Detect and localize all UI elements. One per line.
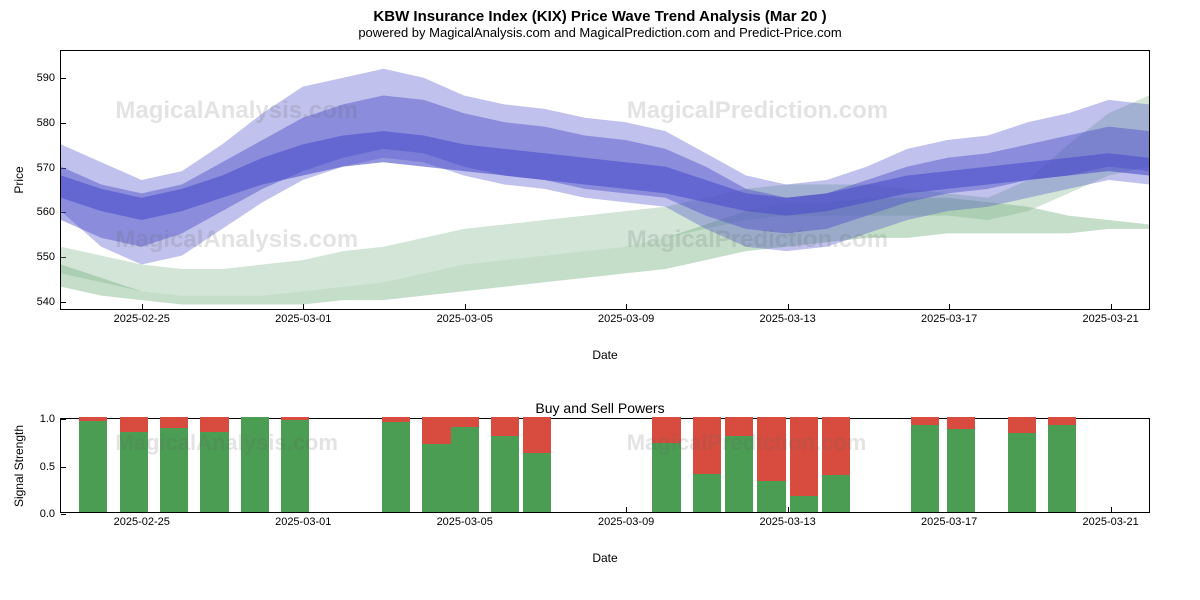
watermark-text: MagicalAnalysis.com	[115, 97, 358, 125]
signal-bar-red	[911, 417, 939, 425]
main-y-axis-label: Price	[12, 166, 26, 193]
main-y-tick-label: 570	[37, 162, 55, 174]
signal-x-tick-label: 2025-03-09	[598, 516, 654, 528]
signal-x-tick-label: 2025-03-21	[1082, 516, 1138, 528]
signal-bar	[1008, 417, 1036, 512]
main-x-tick-label: 2025-03-13	[760, 313, 816, 325]
signal-x-tick-label: 2025-03-17	[921, 516, 977, 528]
signal-bar-green	[79, 421, 107, 512]
signal-bar-green	[382, 422, 410, 512]
signal-bar-red	[1008, 417, 1036, 433]
signal-bar-green	[947, 429, 975, 512]
watermark-text: MagicalPrediction.com	[627, 226, 888, 254]
main-y-tick-label: 560	[37, 206, 55, 218]
main-y-tick-label: 580	[37, 117, 55, 129]
signal-bar-green	[422, 444, 450, 512]
signal-bar-green	[822, 475, 850, 512]
watermark-text: MagicalAnalysis.com	[115, 226, 358, 254]
main-y-tick-label: 540	[37, 296, 55, 308]
wave-bands-svg	[61, 51, 1149, 309]
main-y-tick-label: 550	[37, 251, 55, 263]
signal-bar	[422, 417, 450, 512]
signal-bar-red	[79, 417, 107, 421]
watermark-text: MagicalPrediction.com	[627, 430, 867, 456]
main-x-tick-label: 2025-03-09	[598, 313, 654, 325]
signal-bar	[911, 417, 939, 512]
signal-y-tick	[61, 419, 66, 420]
signal-bar-red	[451, 417, 479, 427]
signal-y-axis-label: Signal Strength	[12, 424, 26, 506]
signal-x-tick-label: 2025-03-13	[760, 516, 816, 528]
signal-bar-green	[757, 481, 785, 512]
signal-bar-green	[523, 453, 551, 512]
main-x-tick-label: 2025-03-01	[275, 313, 331, 325]
signal-bar-green	[911, 425, 939, 512]
signal-bar	[1048, 417, 1076, 512]
signal-bar	[491, 417, 519, 512]
signal-bar-red	[491, 417, 519, 436]
signal-bar-red	[1048, 417, 1076, 425]
signal-bar-green	[790, 496, 818, 512]
main-x-axis-label: Date	[60, 348, 1150, 362]
signal-bar-red	[422, 417, 450, 444]
signal-x-tick-label: 2025-02-25	[114, 516, 170, 528]
signal-bar	[523, 417, 551, 512]
chart-figure: KBW Insurance Index (KIX) Price Wave Tre…	[0, 0, 1200, 600]
signal-bar-green	[1048, 425, 1076, 512]
signal-y-tick-label: 0.0	[40, 508, 55, 520]
signal-x-tick	[626, 507, 627, 512]
signal-x-tick	[1111, 507, 1112, 512]
signal-bar-red	[160, 417, 188, 428]
signal-bar-red	[947, 417, 975, 429]
signal-bar	[382, 417, 410, 512]
signal-x-tick	[788, 507, 789, 512]
signal-y-tick	[61, 514, 66, 515]
signal-x-axis-label: Date	[60, 551, 1150, 565]
chart-subtitle: powered by MagicalAnalysis.com and Magic…	[0, 25, 1200, 40]
signal-y-tick-label: 1.0	[40, 413, 55, 425]
signal-bar-green	[491, 436, 519, 512]
signal-chart-title: Buy and Sell Powers	[0, 400, 1200, 416]
signal-bar	[79, 417, 107, 512]
main-y-tick-label: 590	[37, 72, 55, 84]
main-chart-plot: Price5405505605705805902025-02-252025-03…	[60, 50, 1150, 310]
title-block: KBW Insurance Index (KIX) Price Wave Tre…	[0, 0, 1200, 40]
signal-bar-green	[1008, 433, 1036, 512]
signal-x-tick-label: 2025-03-01	[275, 516, 331, 528]
signal-chart-plot: Signal Strength0.00.51.02025-02-252025-0…	[60, 418, 1150, 513]
signal-bar-red	[523, 417, 551, 453]
signal-y-tick-label: 0.5	[40, 461, 55, 473]
main-x-tick-label: 2025-03-21	[1082, 313, 1138, 325]
watermark-text: MagicalAnalysis.com	[115, 430, 338, 456]
signal-y-tick	[61, 467, 66, 468]
chart-title: KBW Insurance Index (KIX) Price Wave Tre…	[0, 8, 1200, 25]
signal-bar-green	[693, 474, 721, 512]
signal-bar-red	[382, 417, 410, 422]
signal-bar	[947, 417, 975, 512]
watermark-text: MagicalPrediction.com	[627, 97, 888, 125]
signal-bar-red	[790, 417, 818, 496]
main-x-tick-label: 2025-02-25	[114, 313, 170, 325]
signal-bar	[451, 417, 479, 512]
signal-x-tick-label: 2025-03-05	[437, 516, 493, 528]
main-x-tick-label: 2025-03-05	[437, 313, 493, 325]
main-x-tick-label: 2025-03-17	[921, 313, 977, 325]
signal-bar-red	[281, 417, 309, 420]
signal-bar-green	[451, 427, 479, 513]
